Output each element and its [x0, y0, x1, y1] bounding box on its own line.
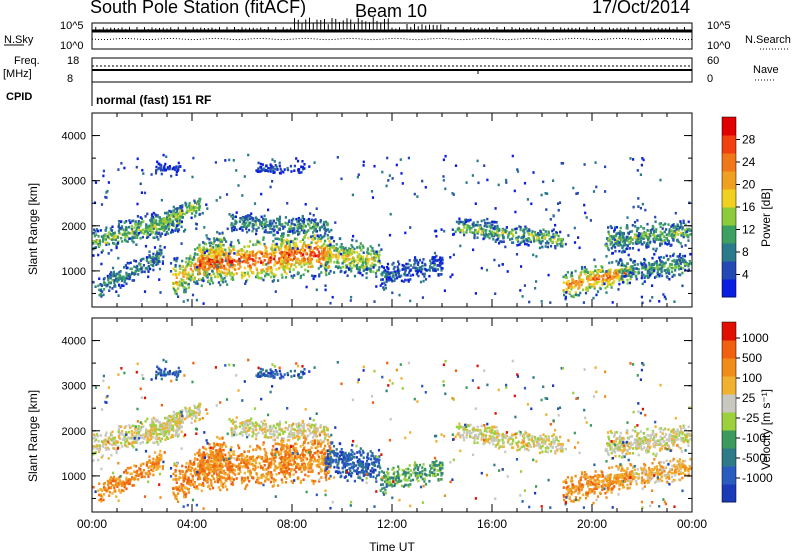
- xtick-label: 00:00: [677, 517, 707, 531]
- beam-label: Beam 10: [355, 1, 427, 21]
- freq-tick-bottom: 8: [67, 73, 73, 85]
- xtick-label: 00:00: [77, 517, 107, 531]
- power-cbar-label: Power [dB]: [759, 188, 773, 247]
- velocity-cbar-label: Velocity [m s⁻¹]: [759, 389, 773, 470]
- nave-tick-bottom: 0: [707, 73, 713, 85]
- xtick-label: 16:00: [477, 517, 507, 531]
- colorbar-tick-label: -100: [742, 431, 766, 445]
- nave-label: Nave: [753, 64, 779, 76]
- power-scatter: [92, 153, 692, 305]
- colorbar-tick-label: 16: [742, 200, 756, 214]
- ytick-label: 4000: [62, 131, 86, 143]
- colorbar-tick-label: 24: [742, 155, 756, 169]
- power-colorbar: 28 24 20 16 12 8 4: [721, 116, 756, 298]
- xtick-label: 12:00: [377, 517, 407, 531]
- noise-tick-left-bottom: 10^0: [60, 40, 84, 52]
- colorbar-tick-label: -25: [742, 411, 760, 425]
- noise-tick-left-top: 10^5: [60, 20, 84, 32]
- freq-panel: Freq. [MHz] 18 8 60 0 Nave: [3, 55, 779, 85]
- cpid-label: CPID: [6, 91, 32, 103]
- colorbar-tick-label: 28: [742, 133, 756, 147]
- search-noise-trace: [91, 37, 693, 41]
- colorbar-tick-label: 8: [742, 245, 749, 259]
- xtick-label: 08:00: [277, 517, 307, 531]
- cpid-text: normal (fast) 151 RF: [96, 93, 211, 107]
- noise-tick-right-top: 10^5: [707, 20, 731, 32]
- ytick-label: 3000: [62, 381, 86, 393]
- ytick-label: 2000: [62, 426, 86, 438]
- freq-unit-label: [MHz]: [3, 68, 32, 80]
- xtick-label: 20:00: [577, 517, 607, 531]
- colorbar-tick-label: 1000: [742, 331, 769, 345]
- xtick-label: 04:00: [177, 517, 207, 531]
- freq-label: Freq.: [14, 55, 40, 67]
- ytick-label: 1000: [62, 266, 86, 278]
- time-xlabel: Time UT: [369, 540, 415, 554]
- station-title: South Pole Station (fitACF): [90, 0, 306, 17]
- nave-tick-top: 60: [707, 55, 719, 67]
- ytick-label: 2000: [62, 221, 86, 233]
- noise-spikes: [91, 17, 689, 31]
- power-panel: 4000 3000 2000 1000: [62, 112, 693, 308]
- nsky-label: N.Sky: [4, 34, 34, 46]
- colorbar-tick-label: 4: [742, 268, 749, 282]
- colorbar-tick-label: -500: [742, 451, 766, 465]
- freq-tick-top: 18: [67, 55, 79, 67]
- colorbar-tick-label: 12: [742, 223, 756, 237]
- colorbar-tick-label: 500: [742, 351, 762, 365]
- ytick-label: 4000: [62, 336, 86, 348]
- colorbar-tick-label: 20: [742, 178, 756, 192]
- ytick-label: 1000: [62, 471, 86, 483]
- power-ylabel: Slant Range [km]: [26, 183, 40, 275]
- colorbar-tick-label: 25: [742, 391, 756, 405]
- date-label: 17/Oct/2014: [592, 0, 690, 17]
- velocity-scatter: [92, 358, 692, 510]
- colorbar-tick-label: -1000: [742, 471, 773, 485]
- noise-tick-right-bottom: 10^0: [707, 40, 731, 52]
- velocity-panel: 4000 3000 2000 1000 00:00 04:00 08:00 12:00 16:0…: [62, 317, 707, 531]
- colorbar-tick-label: 100: [742, 371, 762, 385]
- velocity-ylabel: Slant Range [km]: [26, 390, 40, 482]
- nsearch-label: N.Search: [745, 34, 791, 46]
- ytick-label: 3000: [62, 176, 86, 188]
- cpid-panel: CPID normal (fast) 151 RF: [6, 82, 211, 107]
- velocity-colorbar: 1000 500 100 25 -25 -100 -500 -1000: [721, 321, 773, 503]
- noise-panel: N.Sky 10^5 10^0 10^5 10^0 N.Search: [4, 17, 791, 52]
